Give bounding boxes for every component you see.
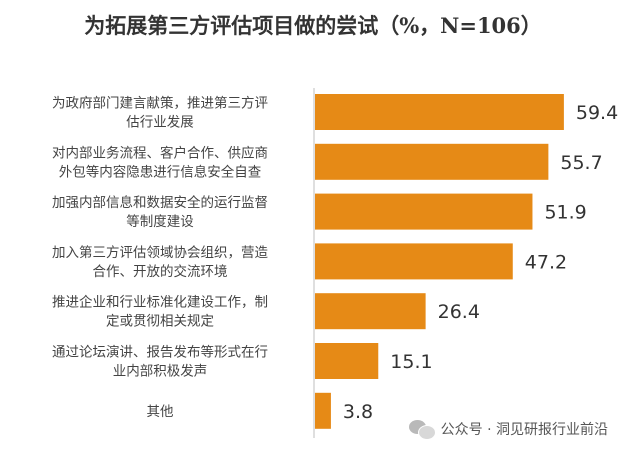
category-label: 推进企业和行业标准化建设工作，制	[52, 294, 268, 311]
bar	[315, 243, 513, 280]
category-label: 通过论坛演讲、报告发布等形式在行	[52, 344, 268, 361]
category-label: 估行业发展	[126, 115, 194, 131]
bar	[315, 293, 426, 330]
category-label: 等制度建设	[126, 213, 194, 230]
bar	[315, 94, 564, 130]
wechat-icon	[408, 418, 436, 440]
data-label: 15.1	[390, 351, 432, 373]
watermark-text: 公众号 · 洞见研报行业前沿	[440, 422, 608, 438]
category-label: 为政府部门建言献策，推进第三方评	[52, 95, 268, 112]
bars-layer	[315, 94, 564, 429]
bar	[315, 143, 549, 180]
category-label: 外包等内容隐患进行信息安全自查	[59, 163, 262, 180]
data-label: 47.2	[525, 251, 567, 273]
data-label: 26.4	[438, 301, 480, 323]
watermark: 公众号 · 洞见研报行业前沿	[408, 418, 608, 440]
category-label: 业内部积极发声	[113, 364, 208, 380]
bar	[315, 343, 379, 379]
category-label: 其他	[147, 404, 174, 420]
data-label: 3.8	[343, 401, 373, 423]
category-label: 对内部业务流程、客户合作、供应商	[52, 144, 268, 161]
category-label: 加入第三方评估领域协会组织，营造	[52, 244, 268, 261]
data-label: 55.7	[560, 152, 602, 174]
category-label: 加强内部信息和数据安全的运行监督	[52, 194, 268, 211]
bar	[315, 392, 331, 429]
bar	[315, 193, 533, 230]
chart-title: 为拓展第三方评估项目做的尝试（%，N=106）	[84, 13, 542, 38]
data-label: 51.9	[544, 202, 586, 224]
category-label: 定或贯彻相关规定	[106, 314, 214, 330]
data-label: 59.4	[576, 102, 618, 124]
category-label: 合作、开放的交流环境	[93, 263, 228, 280]
